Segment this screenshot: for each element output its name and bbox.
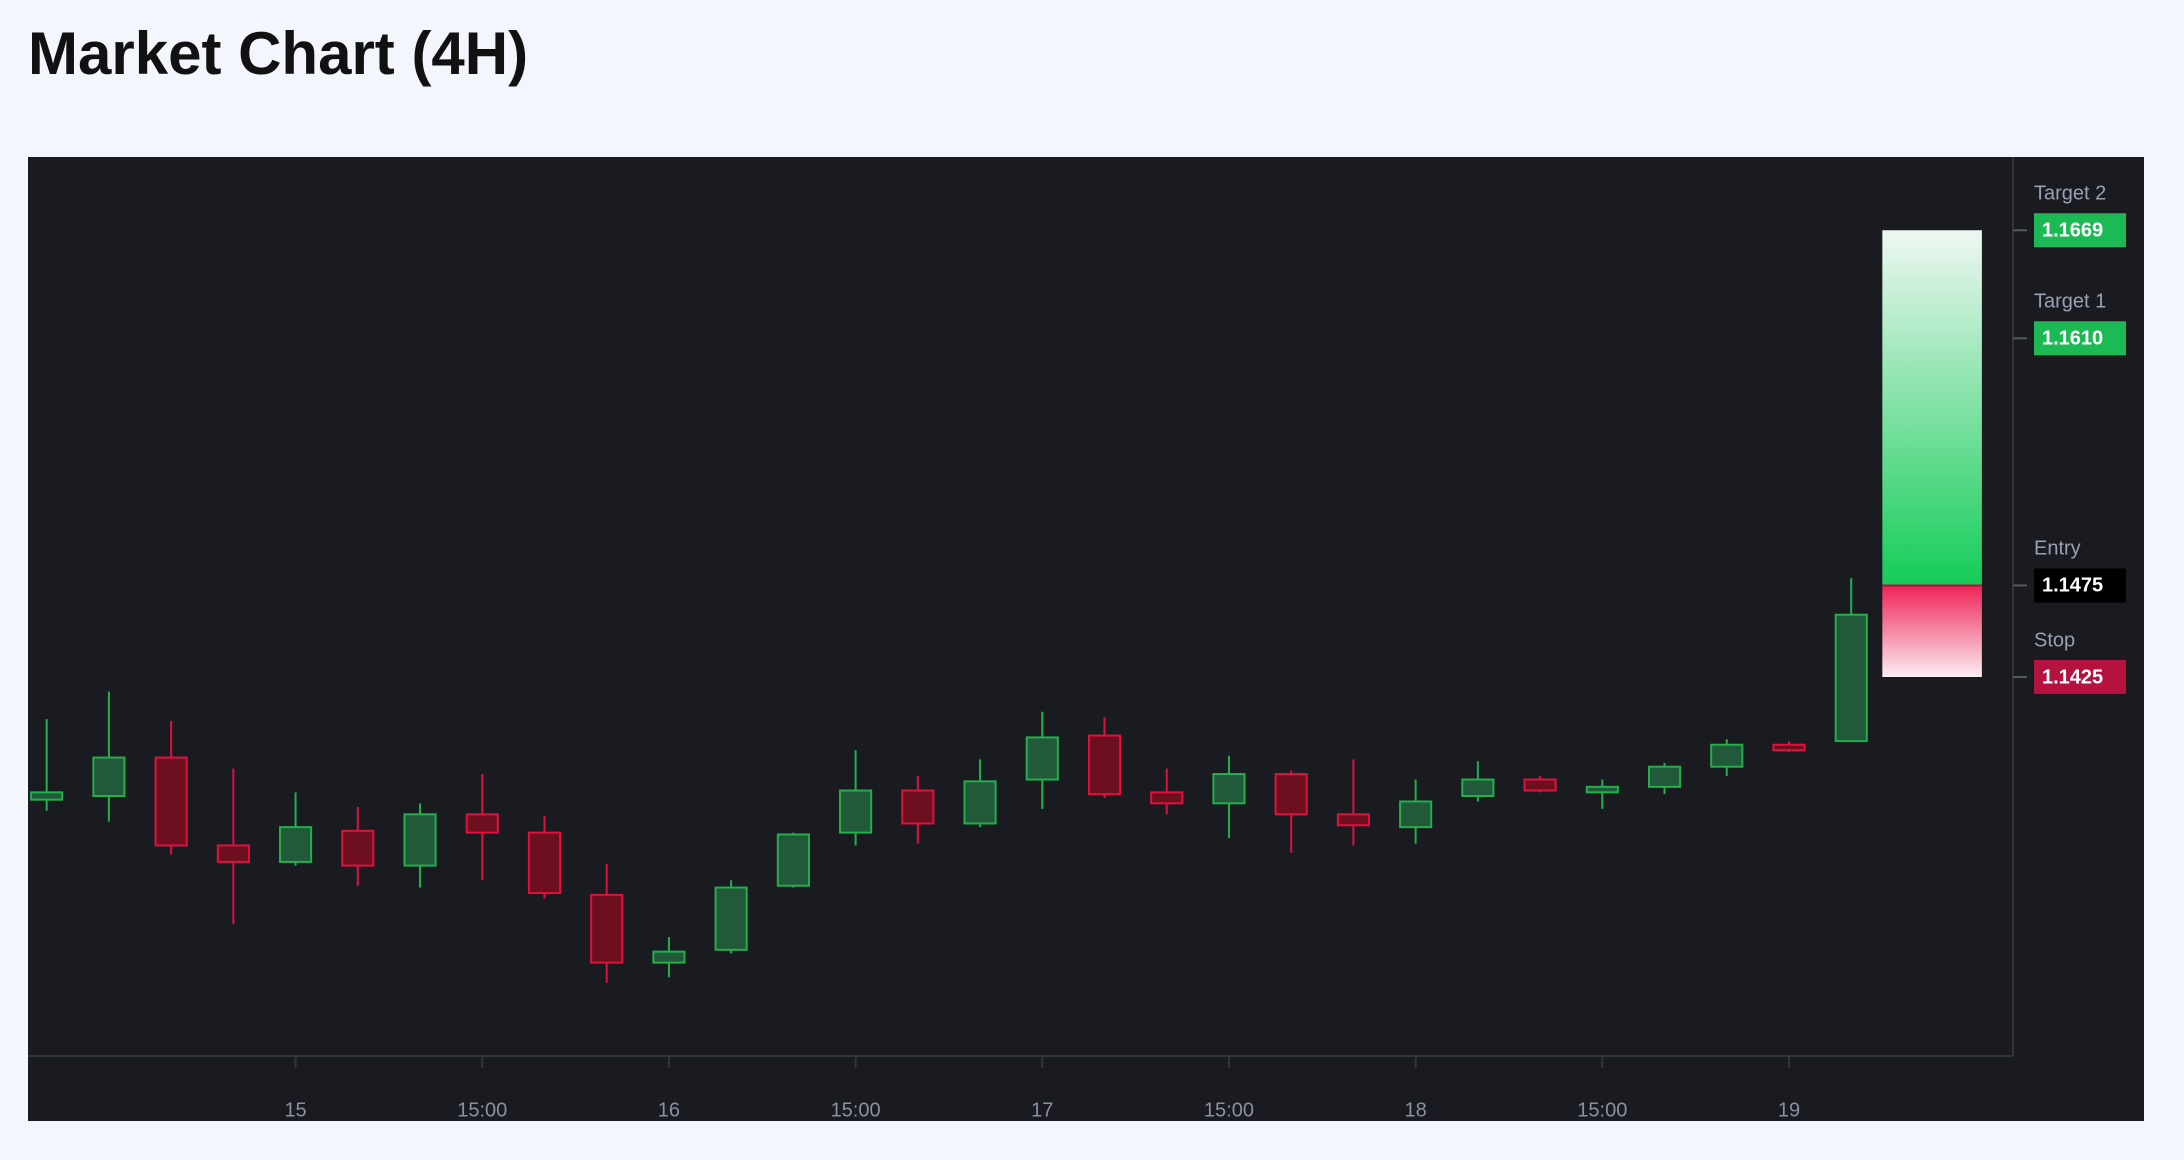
level-name: Stop (2034, 629, 2075, 651)
candle-body (1523, 778, 1557, 792)
candle-body (1150, 791, 1184, 805)
candle-body (776, 833, 810, 887)
candle-body (154, 756, 188, 847)
candle-body (1025, 736, 1059, 781)
level-value: 1.1475 (2042, 575, 2103, 597)
x-tick-label: 15:00 (831, 1099, 881, 1121)
candle-body (1461, 778, 1495, 798)
candle-body (1585, 785, 1619, 794)
candle-body (341, 829, 375, 867)
candle-body (1336, 813, 1370, 827)
candle-body (403, 813, 437, 867)
x-tick-label: 15:00 (457, 1099, 507, 1121)
candle-body (1710, 743, 1744, 768)
candle-body (963, 780, 997, 825)
candle-body (901, 789, 935, 825)
x-tick-label: 17 (1031, 1099, 1053, 1121)
level-value: 1.1425 (2042, 666, 2103, 688)
x-tick-label: 18 (1405, 1099, 1427, 1121)
candle-body (216, 844, 250, 863)
candle-body (1647, 765, 1682, 788)
candle-body (465, 813, 499, 834)
level-value: 1.1610 (2042, 328, 2103, 350)
x-tick-label: 15:00 (1577, 1099, 1627, 1121)
candle-body (527, 831, 562, 895)
candle-body (1087, 734, 1122, 796)
level-name: Target 2 (2034, 183, 2106, 205)
level-name: Target 1 (2034, 291, 2106, 313)
stop-zone (1882, 585, 1982, 677)
chart-title: Market Chart (4H) (28, 20, 528, 87)
level-badge (2034, 568, 2126, 603)
candle-body (590, 893, 624, 964)
candle-body (1834, 613, 1868, 743)
candle-body (652, 950, 686, 964)
candle-body (1212, 773, 1246, 805)
x-tick-label: 19 (1778, 1099, 1800, 1121)
candle-body (714, 886, 748, 951)
level-value: 1.1669 (2042, 220, 2103, 242)
chart-panel (28, 157, 2144, 1121)
x-tick-label: 16 (658, 1099, 680, 1121)
level-badge (2034, 659, 2126, 694)
target-zone (1882, 230, 1982, 586)
x-tick-label: 15 (284, 1099, 306, 1121)
level-badge (2034, 213, 2126, 248)
candle-body (839, 789, 873, 834)
level-name: Entry (2034, 538, 2081, 560)
level-badge (2034, 321, 2126, 356)
candle-body (92, 756, 126, 798)
candle-body (30, 791, 64, 801)
candle-body (279, 826, 313, 863)
candle-body (1399, 800, 1433, 829)
x-tick-label: 15:00 (1204, 1099, 1254, 1121)
candle-body (1772, 743, 1806, 752)
candle-body (1274, 773, 1308, 816)
